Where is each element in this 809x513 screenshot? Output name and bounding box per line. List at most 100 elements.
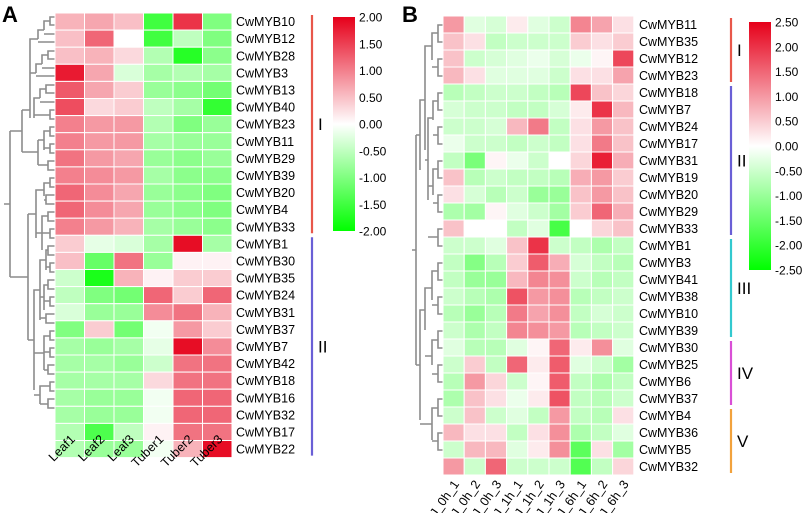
row-label: CwMYB39 bbox=[639, 324, 698, 338]
heatmap-cell bbox=[590, 321, 614, 340]
heatmap-cell bbox=[54, 388, 85, 407]
heatmap-cell bbox=[54, 98, 85, 117]
heatmap-cell bbox=[527, 457, 550, 476]
row-label: CwMYB33 bbox=[236, 220, 295, 234]
heatmap-cell bbox=[527, 219, 550, 238]
heatmap-cell bbox=[506, 100, 529, 119]
heatmap-cell bbox=[506, 83, 529, 102]
heatmap-cell bbox=[143, 320, 174, 339]
heatmap-cell bbox=[506, 236, 529, 255]
heatmap-cell bbox=[569, 355, 592, 374]
heatmap-cell bbox=[143, 132, 174, 151]
heatmap-cell bbox=[143, 371, 174, 390]
row-label: CwMYB10 bbox=[236, 15, 295, 29]
heatmap-cell bbox=[172, 354, 203, 373]
heatmap-cell bbox=[569, 406, 592, 425]
heatmap-cell bbox=[590, 66, 614, 85]
heatmap-cell bbox=[612, 389, 635, 408]
colorbar-b: 2.50 2.00 1.50 1.00 0.50 0.00 -0.50 -1.00 -1.50 -… bbox=[749, 16, 803, 278]
heatmap-cell bbox=[54, 29, 85, 48]
heatmap-cell bbox=[506, 287, 529, 306]
colorbar-tick-label: -0.50 bbox=[359, 144, 387, 158]
heatmap-cell bbox=[54, 12, 85, 31]
heatmap-cell bbox=[463, 321, 486, 340]
heatmap-cell bbox=[463, 440, 486, 459]
heatmap-cell bbox=[84, 200, 115, 219]
row-label: CwMYB12 bbox=[639, 52, 698, 66]
heatmap-cell bbox=[143, 12, 174, 31]
heatmap-cell bbox=[569, 185, 592, 204]
row-label: CwMYB20 bbox=[236, 186, 295, 200]
heatmap-cells-a bbox=[54, 12, 233, 459]
heatmap-cell bbox=[172, 200, 203, 219]
heatmap-cell bbox=[113, 269, 144, 288]
heatmap-cell bbox=[202, 63, 233, 82]
heatmap-cell bbox=[569, 253, 592, 272]
heatmap-cell bbox=[527, 32, 550, 51]
heatmap-cell bbox=[202, 354, 233, 373]
heatmap-cell bbox=[612, 287, 635, 306]
heatmap-cell bbox=[484, 389, 508, 408]
colorbar-tick-label: 1.00 bbox=[359, 64, 383, 78]
heatmap-cell bbox=[463, 389, 486, 408]
colorbar-tick-label: 0.00 bbox=[359, 118, 383, 132]
heatmap-cell bbox=[54, 337, 85, 356]
heatmap-cell bbox=[54, 303, 85, 322]
heatmap-cell bbox=[84, 251, 115, 270]
colorbar-a: 2.00 1.50 1.00 0.50 0.00 -0.50 -1.00 -1.50 -2.00 bbox=[333, 11, 387, 239]
colorbar-tick-label: 2.00 bbox=[775, 40, 799, 54]
heatmap-cell bbox=[548, 15, 571, 34]
heatmap-cell bbox=[172, 337, 203, 356]
heatmap-cell bbox=[202, 440, 233, 459]
heatmap-cell bbox=[172, 286, 203, 305]
heatmap-cell bbox=[442, 100, 465, 119]
heatmap-cell bbox=[506, 389, 529, 408]
heatmap-cell bbox=[202, 149, 233, 168]
heatmap-cell bbox=[202, 132, 233, 151]
heatmap-cell bbox=[113, 132, 144, 151]
panel-label-a: A bbox=[2, 2, 18, 27]
heatmap-cell bbox=[172, 234, 203, 253]
group-brackets-a: III bbox=[310, 15, 327, 456]
heatmap-cells-b bbox=[442, 15, 635, 476]
heatmap-cell bbox=[84, 371, 115, 390]
heatmap-cell bbox=[84, 405, 115, 424]
heatmap-cell bbox=[527, 100, 550, 119]
heatmap-cell bbox=[527, 185, 550, 204]
heatmap-cell bbox=[172, 251, 203, 270]
heatmap-cell bbox=[172, 166, 203, 185]
heatmap-cell bbox=[548, 202, 571, 221]
heatmap-cell bbox=[442, 15, 465, 34]
heatmap-cell bbox=[172, 98, 203, 117]
heatmap-cell bbox=[527, 202, 550, 221]
heatmap-cell bbox=[172, 29, 203, 48]
row-label: CwMYB40 bbox=[236, 101, 295, 115]
heatmap-cell bbox=[506, 49, 529, 68]
heatmap-cell bbox=[527, 134, 550, 153]
heatmap-cell bbox=[463, 406, 486, 425]
heatmap-cell bbox=[463, 338, 486, 357]
row-label: CwMYB30 bbox=[639, 341, 698, 355]
heatmap-cell bbox=[548, 219, 571, 238]
heatmap-cell bbox=[202, 166, 233, 185]
colorbar-tick-label: -0.50 bbox=[775, 164, 803, 178]
heatmap-cell bbox=[506, 372, 529, 391]
heatmap-cell bbox=[54, 354, 85, 373]
panel-label-b: B bbox=[402, 2, 418, 27]
heatmap-cell bbox=[113, 303, 144, 322]
colorbar-tick-label: 1.50 bbox=[359, 37, 383, 51]
heatmap-cell bbox=[612, 32, 635, 51]
heatmap-cell bbox=[612, 49, 635, 68]
heatmap-cell bbox=[84, 12, 115, 31]
heatmap-cell bbox=[484, 406, 508, 425]
heatmap-cell bbox=[548, 83, 571, 102]
heatmap-cell bbox=[442, 49, 465, 68]
heatmap-cell bbox=[484, 304, 508, 323]
heatmap-cell bbox=[143, 286, 174, 305]
heatmap-cell bbox=[569, 321, 592, 340]
heatmap-cell bbox=[569, 100, 592, 119]
heatmap-cell bbox=[113, 337, 144, 356]
heatmap-cell bbox=[527, 389, 550, 408]
heatmap-cell bbox=[442, 83, 465, 102]
heatmap-cell bbox=[463, 457, 486, 476]
